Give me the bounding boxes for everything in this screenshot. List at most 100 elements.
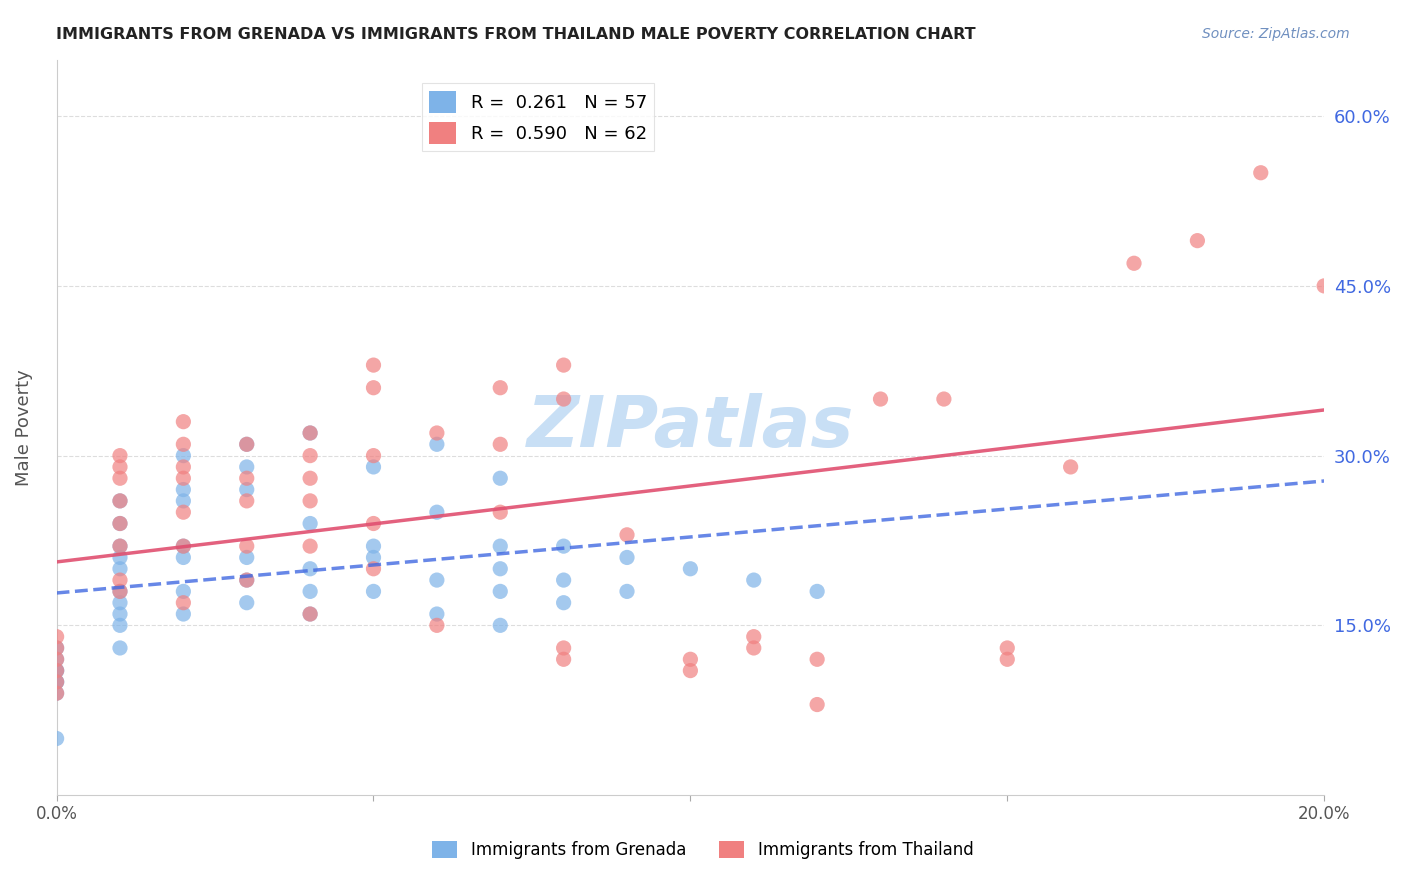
- Point: [363, 358, 385, 372]
- Point: [45, 686, 67, 700]
- Point: [299, 607, 322, 621]
- Point: [806, 652, 828, 666]
- Point: [172, 494, 194, 508]
- Point: [299, 425, 322, 440]
- Point: [616, 528, 638, 542]
- Text: Source: ZipAtlas.com: Source: ZipAtlas.com: [1202, 27, 1350, 41]
- Point: [363, 459, 385, 474]
- Point: [108, 584, 131, 599]
- Point: [932, 392, 955, 406]
- Point: [299, 494, 322, 508]
- Point: [679, 664, 702, 678]
- Point: [108, 539, 131, 553]
- Point: [869, 392, 891, 406]
- Point: [172, 505, 194, 519]
- Point: [553, 392, 575, 406]
- Point: [108, 494, 131, 508]
- Point: [299, 562, 322, 576]
- Point: [426, 505, 449, 519]
- Point: [172, 596, 194, 610]
- Point: [172, 607, 194, 621]
- Point: [235, 539, 257, 553]
- Point: [553, 358, 575, 372]
- Text: ZIPatlas: ZIPatlas: [527, 392, 853, 462]
- Point: [45, 674, 67, 689]
- Point: [172, 459, 194, 474]
- Point: [235, 483, 257, 497]
- Point: [45, 674, 67, 689]
- Y-axis label: Male Poverty: Male Poverty: [15, 369, 32, 486]
- Point: [299, 584, 322, 599]
- Point: [235, 550, 257, 565]
- Point: [363, 381, 385, 395]
- Point: [172, 437, 194, 451]
- Point: [426, 573, 449, 587]
- Point: [45, 664, 67, 678]
- Point: [172, 483, 194, 497]
- Point: [679, 562, 702, 576]
- Point: [426, 425, 449, 440]
- Point: [679, 652, 702, 666]
- Point: [235, 596, 257, 610]
- Point: [45, 640, 67, 655]
- Point: [299, 607, 322, 621]
- Point: [426, 607, 449, 621]
- Legend: Immigrants from Grenada, Immigrants from Thailand: Immigrants from Grenada, Immigrants from…: [426, 834, 980, 866]
- Point: [108, 562, 131, 576]
- Point: [1187, 234, 1209, 248]
- Point: [426, 437, 449, 451]
- Point: [172, 449, 194, 463]
- Text: IMMIGRANTS FROM GRENADA VS IMMIGRANTS FROM THAILAND MALE POVERTY CORRELATION CHA: IMMIGRANTS FROM GRENADA VS IMMIGRANTS FR…: [56, 27, 976, 42]
- Point: [616, 584, 638, 599]
- Point: [235, 494, 257, 508]
- Point: [1059, 459, 1081, 474]
- Point: [363, 584, 385, 599]
- Point: [172, 550, 194, 565]
- Point: [235, 573, 257, 587]
- Point: [108, 494, 131, 508]
- Point: [489, 562, 512, 576]
- Point: [108, 516, 131, 531]
- Point: [553, 596, 575, 610]
- Point: [742, 573, 765, 587]
- Point: [299, 471, 322, 485]
- Point: [1250, 166, 1272, 180]
- Point: [108, 573, 131, 587]
- Point: [299, 425, 322, 440]
- Point: [235, 437, 257, 451]
- Point: [489, 471, 512, 485]
- Point: [172, 471, 194, 485]
- Point: [172, 584, 194, 599]
- Point: [553, 652, 575, 666]
- Point: [1313, 279, 1336, 293]
- Point: [489, 505, 512, 519]
- Point: [108, 550, 131, 565]
- Point: [363, 550, 385, 565]
- Point: [108, 640, 131, 655]
- Point: [363, 562, 385, 576]
- Point: [742, 640, 765, 655]
- Point: [742, 630, 765, 644]
- Point: [489, 618, 512, 632]
- Point: [235, 471, 257, 485]
- Point: [1123, 256, 1146, 270]
- Point: [553, 640, 575, 655]
- Point: [172, 539, 194, 553]
- Point: [616, 550, 638, 565]
- Point: [995, 640, 1018, 655]
- Point: [363, 449, 385, 463]
- Point: [45, 652, 67, 666]
- Point: [172, 415, 194, 429]
- Point: [299, 539, 322, 553]
- Point: [45, 664, 67, 678]
- Point: [108, 516, 131, 531]
- Point: [45, 630, 67, 644]
- Point: [108, 584, 131, 599]
- Point: [489, 584, 512, 599]
- Point: [108, 449, 131, 463]
- Point: [45, 652, 67, 666]
- Point: [553, 573, 575, 587]
- Point: [235, 459, 257, 474]
- Point: [995, 652, 1018, 666]
- Point: [108, 618, 131, 632]
